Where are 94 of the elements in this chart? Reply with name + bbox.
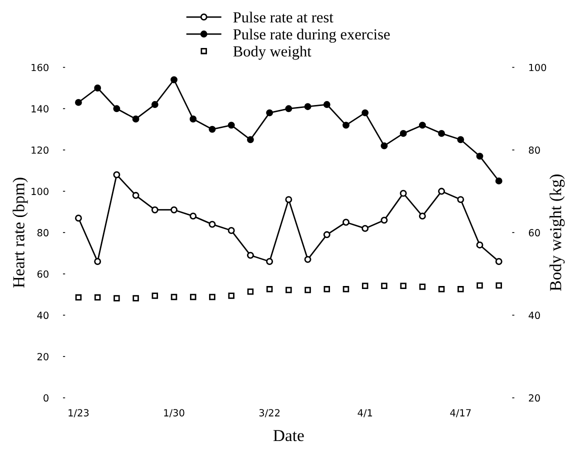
point <box>170 294 178 300</box>
point <box>496 282 502 289</box>
point <box>246 136 254 144</box>
point <box>209 294 216 300</box>
point <box>285 196 292 204</box>
point <box>151 101 158 108</box>
point <box>190 294 196 300</box>
point <box>190 212 197 220</box>
point <box>266 286 273 292</box>
y2-tick-label: 60 <box>528 229 540 236</box>
point <box>458 286 464 292</box>
point <box>208 126 216 133</box>
point <box>170 206 178 214</box>
x-axis-title: Date <box>273 430 304 442</box>
point <box>132 295 139 302</box>
x-tick-label: 1/23 <box>68 409 89 418</box>
x-tick-label: 4/17 <box>450 409 471 418</box>
point <box>266 109 274 116</box>
point <box>457 196 464 204</box>
point <box>304 286 311 294</box>
point <box>113 171 120 178</box>
point <box>74 214 82 222</box>
point <box>304 103 312 110</box>
point <box>286 286 292 294</box>
point <box>419 284 426 290</box>
point <box>74 98 82 106</box>
point <box>418 122 426 129</box>
point <box>190 116 197 122</box>
point <box>476 282 483 289</box>
point <box>495 177 502 184</box>
point <box>94 294 101 301</box>
point <box>381 282 388 289</box>
y-tick-label: 20 <box>37 352 48 360</box>
point <box>362 224 369 232</box>
point <box>362 109 369 116</box>
point <box>495 258 502 265</box>
point <box>94 84 102 92</box>
point <box>362 282 368 289</box>
y2-tick-label: 80 <box>528 146 540 154</box>
y-tick-label: 100 <box>32 188 48 196</box>
x-tick-label: 1/30 <box>164 409 184 418</box>
point <box>152 292 158 299</box>
y2-tick-label: 100 <box>529 64 546 72</box>
point <box>266 258 274 265</box>
point <box>380 142 388 150</box>
point <box>151 206 158 214</box>
point <box>342 122 350 129</box>
point <box>75 294 82 301</box>
y2-tick-label: 20 <box>528 394 540 402</box>
y2-tick-label: 40 <box>528 312 540 320</box>
point <box>418 212 426 220</box>
point <box>285 105 292 112</box>
y2-axis-title: Body weight (kg) <box>550 174 565 291</box>
point <box>400 130 407 137</box>
point <box>228 227 235 234</box>
point <box>457 136 464 144</box>
point <box>247 288 254 295</box>
y-tick-label: 120 <box>32 146 48 154</box>
point <box>323 101 330 108</box>
point <box>208 220 216 228</box>
y-tick-label: 40 <box>37 312 48 320</box>
point <box>228 292 234 299</box>
point <box>400 190 407 197</box>
y-axis-title: Heart rate (bpm) <box>12 178 28 288</box>
x-tick-label: 4/1 <box>358 409 372 418</box>
y-tick-label: 0 <box>44 394 48 402</box>
y-tick-label: 140 <box>32 105 48 112</box>
point <box>342 218 350 226</box>
point <box>380 216 388 224</box>
point <box>438 286 445 292</box>
point <box>113 105 120 112</box>
point <box>438 188 445 195</box>
point <box>132 116 140 122</box>
point <box>438 130 445 137</box>
point <box>400 282 406 289</box>
point <box>323 231 330 238</box>
y-tick-label: 60 <box>37 270 48 278</box>
point <box>132 192 140 199</box>
legend-label: Body weight <box>233 46 312 60</box>
point <box>324 286 330 292</box>
point <box>342 286 350 292</box>
point <box>114 295 120 302</box>
legend-label: Pulse rate at rest <box>233 12 334 23</box>
point <box>476 152 484 160</box>
y-tick-label: 160 <box>32 64 48 72</box>
point <box>94 258 102 265</box>
point <box>476 242 484 248</box>
point <box>304 256 312 263</box>
point <box>228 122 235 129</box>
y-tick-label: 80 <box>37 229 48 236</box>
x-tick-label: 3/22 <box>259 409 280 418</box>
point <box>170 76 178 84</box>
legend-label: Pulse rate during exercise <box>233 28 390 43</box>
point <box>246 252 254 259</box>
